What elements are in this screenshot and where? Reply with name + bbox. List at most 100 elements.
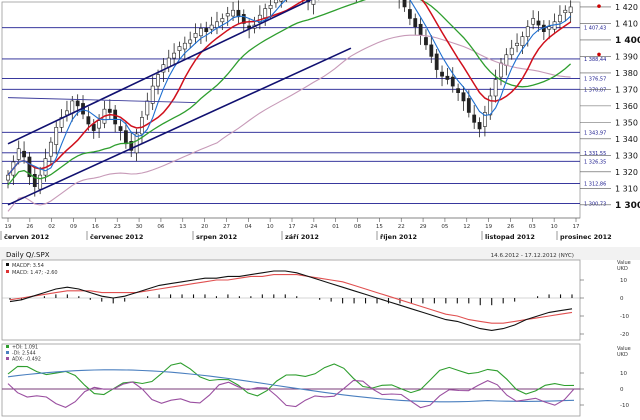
x-tick-label: 16: [92, 224, 99, 230]
candle-body: [466, 98, 471, 113]
legend-swatch: [6, 357, 9, 360]
candle-body: [38, 174, 43, 190]
macd-line: [9, 270, 573, 331]
candle-body: [182, 42, 187, 50]
price-marker: [597, 4, 601, 8]
macd-title: Daily Q/.SPX: [6, 251, 50, 259]
month-label: červen 2012: [4, 233, 49, 241]
candle-body: [558, 14, 562, 23]
legend-swatch: [6, 263, 9, 266]
candle-body: [145, 100, 150, 116]
candle-body: [445, 75, 450, 80]
candle-body: [199, 28, 203, 37]
x-tick-label: 30: [136, 224, 143, 230]
macd-y-tick-label: -10: [620, 314, 629, 320]
x-tick-label: 29: [420, 224, 427, 230]
candle-body: [311, 0, 316, 5]
candle-body: [236, 9, 241, 18]
candle-body: [70, 100, 75, 114]
candle-body: [493, 79, 498, 97]
ma-short-line: [7, 0, 572, 176]
legend-label: ADX: -0.492: [12, 357, 41, 363]
candle-body: [86, 116, 91, 125]
y-tick-label: 1 420: [615, 3, 638, 12]
channel-line: [7, 0, 312, 145]
candle-body: [450, 76, 455, 87]
macd-y-tick-label: -20: [620, 332, 629, 338]
ma-mid-line: [7, 0, 572, 186]
macd-axis-caption: Value: [617, 260, 631, 266]
candle-body: [402, 0, 407, 8]
candle-body: [274, 0, 278, 4]
candle-body: [193, 33, 198, 38]
x-tick-label: 03: [529, 224, 536, 230]
candle-body: [499, 62, 503, 78]
y-tick-label: 1 350: [615, 118, 638, 127]
candle-body: [531, 18, 536, 25]
adx-line: [7, 379, 575, 409]
candle-body: [22, 150, 26, 158]
adx-y-tick-label: 10: [620, 371, 627, 377]
macd-header-bar: [0, 247, 640, 260]
month-label: srpen 2012: [196, 233, 237, 241]
candle-body: [150, 85, 155, 104]
candle-body: [75, 100, 80, 107]
candle-body: [113, 109, 118, 125]
macd-y-tick-label: 10: [620, 278, 627, 284]
candle-body: [547, 26, 552, 30]
price-marker: [597, 52, 601, 57]
legend-label: MACD: 1.47; -2.60: [12, 270, 58, 276]
candle-body: [177, 46, 182, 51]
adx-axis-caption: UKD: [617, 352, 628, 358]
x-tick-label: 17: [573, 224, 580, 230]
candle-body: [504, 54, 509, 66]
ma-long-line: [7, 34, 571, 212]
x-tick-label: 17: [289, 224, 296, 230]
candle-body: [54, 127, 59, 145]
x-tick-label: 05: [441, 224, 448, 230]
x-tick-label: 22: [398, 224, 405, 230]
level-label: 1 343,97: [584, 130, 606, 136]
level-label: 1 326,35: [584, 159, 606, 165]
level-label: 1 370,07: [584, 87, 606, 93]
x-tick-label: 08: [354, 224, 361, 230]
candle-body: [156, 74, 160, 87]
month-label: červenec 2012: [90, 233, 143, 241]
adx-y-tick-label: 0: [620, 387, 624, 393]
legend-swatch: [6, 345, 9, 348]
macd-date-range: 14.6.2012 - 17.12.2012 (NYC): [491, 253, 574, 259]
trend-line: [7, 97, 196, 104]
candle-body: [107, 108, 112, 113]
candle-body: [515, 42, 519, 46]
price-plot-frame: [1, 1, 581, 219]
macd-y-tick-label: 0: [620, 296, 624, 302]
x-tick-label: 23: [114, 224, 121, 230]
level-label: 1 407,43: [584, 26, 606, 32]
candle-body: [509, 47, 514, 56]
price-chart: 1 407,43 1 388,44 1 376,57 1 370,07 1 343,97…: [0, 0, 640, 241]
candle-body: [472, 114, 477, 123]
y-tick-label: 1 320: [615, 168, 638, 177]
y-tick-label: 1 330: [615, 151, 638, 160]
x-tick-label: 27: [223, 224, 230, 230]
candle-body: [477, 122, 482, 130]
x-tick-label: 26: [26, 224, 33, 230]
plus-di-line: [7, 362, 575, 397]
legend-swatch: [6, 351, 9, 354]
candle-body: [563, 9, 568, 14]
legend-label: MACDF: 3.54: [12, 263, 44, 269]
candle-body: [32, 174, 37, 187]
macd-panel: Daily Q/.SPX 14.6.2012 - 17.12.2012 (NYC)…: [0, 247, 640, 341]
candle-body: [140, 117, 144, 135]
x-tick-label: 15: [376, 224, 383, 230]
candle-body: [268, 4, 273, 9]
level-label: 1 388,44: [584, 57, 606, 63]
y-tick-label: 1 390: [615, 52, 638, 61]
y-tick-label: 1 310: [615, 184, 638, 193]
candle-body: [6, 174, 10, 181]
candle-body: [525, 26, 530, 37]
candle-body: [231, 9, 235, 17]
x-tick-label: 10: [551, 224, 558, 230]
candle-body: [27, 156, 32, 178]
